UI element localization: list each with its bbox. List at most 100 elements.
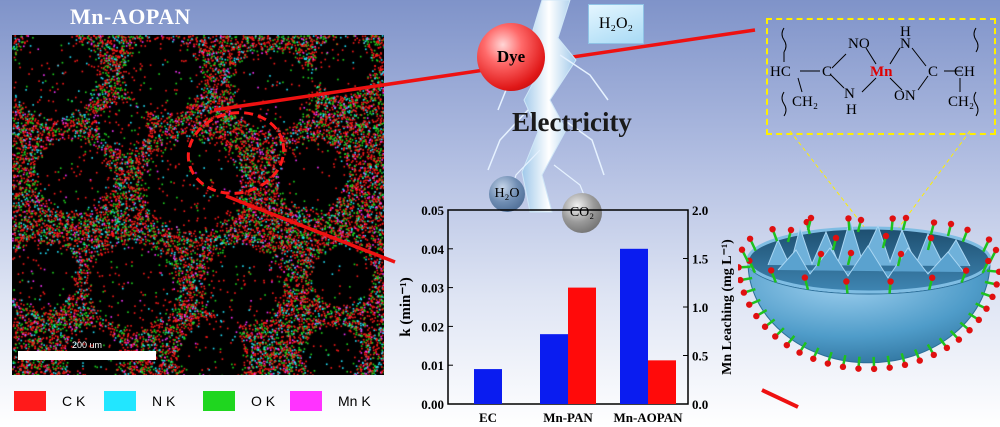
pin-head	[855, 365, 862, 372]
legend-label: N K	[152, 393, 176, 409]
atom-label: N	[900, 36, 911, 52]
pin-head	[901, 361, 909, 369]
pin-head	[801, 274, 809, 281]
pin-head	[992, 246, 1000, 254]
pin-head	[989, 293, 996, 301]
atom-label: N	[844, 86, 855, 102]
pin-head	[746, 235, 754, 242]
y-tick-label-left: 0.01	[421, 358, 444, 373]
electricity-label: Electricity	[512, 107, 632, 137]
co2-bubble: CO₂	[562, 193, 602, 233]
pin-head	[787, 226, 795, 234]
legend-item-n: N K	[104, 391, 175, 411]
pin-head	[783, 341, 791, 349]
pin-head	[882, 232, 890, 240]
pin-head	[993, 281, 1000, 288]
pin-head	[985, 257, 992, 265]
legend-label: O K	[251, 393, 276, 409]
y-tick-label-left: 0.02	[421, 319, 444, 334]
pin-head	[964, 226, 971, 233]
h2o2-cube: H₂O₂	[588, 4, 644, 44]
pin-head	[738, 276, 744, 284]
pin-head	[870, 365, 878, 373]
pin-head	[887, 278, 894, 285]
atom-label: C	[822, 64, 832, 80]
atom-label: CH₂	[948, 94, 974, 110]
atom-label: H	[846, 102, 857, 118]
lightning-bolt-icon	[487, 0, 609, 213]
atom-label: CH₂	[792, 94, 818, 110]
legend-swatch	[290, 391, 322, 411]
atom-label: C	[928, 64, 938, 80]
atom-label: CH	[954, 64, 975, 80]
pin-head	[983, 305, 990, 312]
h2o-label: H₂O	[494, 186, 520, 201]
y-tick-label-right: 2.0	[692, 203, 708, 218]
x-tick-label: Mn-AOPAN	[613, 410, 683, 425]
pin-head	[824, 360, 832, 367]
pin-head	[902, 214, 910, 222]
y-tick-label-left: 0.05	[421, 203, 444, 218]
atom-label: ON	[894, 88, 916, 104]
y-tick-label-left: 0.04	[421, 242, 444, 257]
y-tick-label-left: 0.00	[421, 397, 444, 412]
pin-head	[897, 250, 905, 258]
legend-label: Mn K	[338, 393, 371, 409]
legend-item-c: C K	[14, 391, 85, 411]
bar-chart: 0.00 0.01 0.02 0.03 0.04 0.05 0.0 0.5 1.0 1.5 2.0…	[398, 203, 735, 425]
pin-head	[857, 216, 865, 224]
pin-head	[772, 333, 779, 340]
legend-item-o: O K	[203, 391, 275, 411]
atom-label: HC	[770, 64, 791, 80]
bar-k	[540, 334, 568, 404]
mn-chelate-structure: HC C NO N H H N C CH ON CH₂ CH₂ Mn	[770, 24, 979, 118]
pin-head	[928, 274, 936, 281]
y-tick-label-right: 1.0	[692, 300, 708, 315]
h2o-bubble: H₂O	[489, 176, 525, 212]
scale-bar	[18, 351, 156, 360]
legend-swatch	[104, 391, 136, 411]
x-tick-label: EC	[479, 410, 497, 425]
bead-hemisphere	[738, 214, 1000, 373]
pin-head	[753, 312, 760, 320]
dye-label: Dye	[496, 47, 526, 66]
mn-atom-label: Mn	[870, 64, 893, 80]
pin-head	[927, 234, 935, 242]
pin-head	[955, 336, 963, 343]
y-tick-label-right: 1.5	[692, 252, 709, 267]
x-tick-label: Mn-PAN	[543, 410, 593, 425]
bar-k	[620, 248, 648, 404]
pin-head	[962, 267, 970, 274]
pin-head	[810, 355, 817, 362]
pin-head	[740, 289, 748, 296]
pin-head	[769, 225, 776, 233]
pin-head	[839, 363, 847, 371]
pin-head	[843, 278, 850, 285]
y-axis-label-left: k (min⁻¹)	[398, 277, 414, 337]
pin-head	[738, 264, 742, 271]
pin-head	[832, 234, 840, 242]
pin-head	[738, 246, 746, 253]
pin-head	[930, 219, 938, 226]
pin-head	[975, 316, 983, 324]
eds-element-map	[12, 35, 384, 375]
y-axis-label-right: Mn Leaching (mg L⁻¹)	[720, 239, 735, 375]
pin-head	[796, 349, 803, 356]
structure-zoom-box	[766, 18, 996, 135]
pin-head	[930, 351, 937, 359]
atom-label: NO	[848, 36, 870, 52]
pin-head	[947, 220, 955, 228]
pin-head	[943, 344, 951, 352]
scale-bar-label: 200 um	[72, 340, 103, 350]
pin-head	[817, 250, 825, 258]
pin-head	[995, 268, 1000, 275]
bar-mn-leaching	[648, 360, 676, 404]
y-tick-label-left: 0.03	[421, 281, 444, 296]
pin-head	[746, 301, 753, 308]
legend-label: C K	[62, 393, 86, 409]
pin-head	[845, 215, 852, 222]
pin-head	[847, 249, 855, 257]
legend-swatch	[203, 391, 235, 411]
co2-label: CO₂	[569, 205, 595, 220]
pin-head	[807, 214, 815, 222]
